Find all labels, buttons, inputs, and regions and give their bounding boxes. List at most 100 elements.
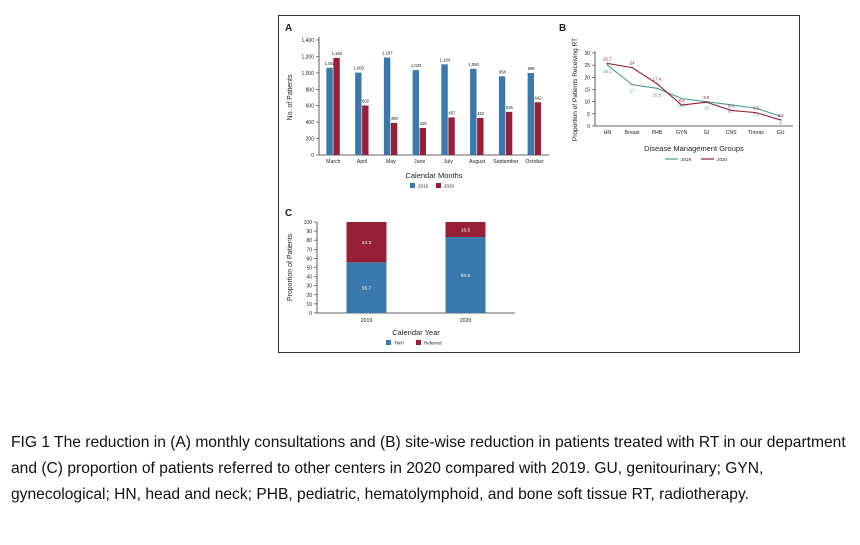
figure-caption: FIG 1 The reduction in (A) monthly consu… <box>11 434 846 503</box>
b-point-2019 <box>656 87 658 90</box>
c-x-axis-title: Calendar Year <box>392 328 440 337</box>
b-point-2019 <box>631 83 633 86</box>
a-bar-2019 <box>355 72 362 155</box>
a-bar-2020 <box>534 102 542 155</box>
b-x-tick-label: HN <box>604 130 612 136</box>
b-x-tick-label: CNS <box>726 130 737 136</box>
b-x-tick-label: Breast <box>625 130 641 136</box>
b-series-line-2020 <box>607 62 781 121</box>
a-y-tick-label: 1,400 <box>301 38 314 44</box>
c-x-tick-label: 2020 <box>460 318 472 324</box>
b-series-line-2019 <box>607 64 781 117</box>
a-data-label: 1,182 <box>332 51 343 56</box>
a-y-tick-label: 800 <box>306 87 315 93</box>
b-point-2020 <box>705 101 708 103</box>
c-y-tick-label: 70 <box>306 247 312 253</box>
a-legend-swatch <box>436 183 441 188</box>
b-data-label: 17.4 <box>653 77 662 82</box>
a-bar-2019 <box>441 64 448 155</box>
a-bar-2020 <box>477 117 484 155</box>
a-data-label: 1,104 <box>440 57 451 62</box>
a-bar-2020 <box>419 127 427 155</box>
a-data-label: 602 <box>362 99 370 104</box>
b-point-2020 <box>680 104 683 106</box>
a-data-label: 452 <box>477 111 485 116</box>
panel-label-a: A <box>285 23 292 34</box>
b-y-tick-label: 5 <box>587 112 590 118</box>
a-bar-2020 <box>505 111 513 155</box>
c-y-tick-label: 100 <box>304 220 313 226</box>
b-point-2019 <box>779 115 782 118</box>
b-point-2020 <box>656 82 658 85</box>
c-legend-swatch <box>416 340 421 345</box>
a-bar-2019 <box>412 70 420 155</box>
a-bar-2019 <box>326 67 333 155</box>
c-y-tick-label: 20 <box>306 293 312 299</box>
a-bar-2019 <box>383 57 391 155</box>
b-data-label: 9.8 <box>703 95 710 100</box>
a-data-label: 1,187 <box>382 50 393 55</box>
b-y-tick-label: 25 <box>584 63 590 69</box>
b-x-tick-label: PHB <box>652 130 663 136</box>
a-data-label: 329 <box>420 121 428 126</box>
c-y-tick-label: 90 <box>306 229 312 235</box>
b-point-2019 <box>606 64 609 66</box>
a-y-tick-label: 400 <box>306 120 315 126</box>
figure-panel: A 0 200 400 600 800 1,000 1,200 1,400 1,062 1,182 M… <box>278 15 800 353</box>
b-point-2020 <box>606 62 609 65</box>
b-x-axis-title: Disease Management Groups <box>644 144 744 153</box>
a-y-tick-label: 200 <box>306 137 315 143</box>
c-y-tick-label: 30 <box>306 284 312 290</box>
c-bar-TMH <box>445 237 486 313</box>
b-data-label: 10 <box>704 106 709 111</box>
a-data-label: 1,003 <box>353 66 364 71</box>
a-y-tick-label: 1,000 <box>301 71 314 77</box>
c-y-tick-label: 80 <box>306 238 312 244</box>
a-x-tick-label: April <box>357 159 367 165</box>
a-y-axis-title: No. of Patients <box>287 74 294 120</box>
c-bar-TMH <box>346 262 387 313</box>
a-x-axis-title: Calendar Months <box>405 171 462 180</box>
a-x-tick-label: August <box>469 159 486 165</box>
c-data-label: 16.5 <box>461 228 471 234</box>
b-x-tick-label: GI <box>704 130 709 136</box>
a-x-tick-label: July <box>444 159 454 165</box>
c-bar-Referred <box>346 222 387 263</box>
b-point-2020 <box>779 119 782 121</box>
c-y-tick-label: 10 <box>306 302 312 308</box>
b-legend-label: 2020 <box>717 157 728 162</box>
c-y-tick-label: 50 <box>306 266 312 272</box>
b-y-tick-label: 0 <box>587 124 590 130</box>
a-data-label: 525 <box>506 105 514 110</box>
b-x-tick-label: GYN <box>676 130 687 136</box>
c-data-label: 44.3 <box>362 240 372 246</box>
b-point-2019 <box>680 97 683 100</box>
a-data-label: 958 <box>499 69 507 74</box>
a-data-label: 998 <box>528 66 536 71</box>
b-y-tick-label: 15 <box>584 88 590 94</box>
a-x-tick-label: October <box>525 159 544 165</box>
b-x-tick-label: GU <box>777 130 785 136</box>
b-data-label: 8.6 <box>679 98 686 103</box>
b-data-label: 17 <box>630 89 635 94</box>
a-bar-2020 <box>362 105 369 155</box>
a-y-tick-label: 1,200 <box>301 54 314 60</box>
a-bar-2019 <box>470 68 477 155</box>
c-bar-Referred <box>445 222 486 238</box>
c-data-label: 83.5 <box>461 273 471 279</box>
a-x-tick-label: June <box>414 159 425 165</box>
b-data-label: 25.7 <box>603 56 612 61</box>
b-point-2020 <box>755 111 757 114</box>
b-point-2019 <box>730 104 732 106</box>
b-point-2019 <box>755 107 757 110</box>
a-data-label: 1,062 <box>325 61 336 66</box>
b-data-label: 15.5 <box>653 92 662 97</box>
c-y-tick-label: 0 <box>309 311 312 317</box>
a-bar-2019 <box>498 76 506 155</box>
a-data-label: 457 <box>448 110 456 115</box>
a-y-tick-label: 600 <box>306 104 315 110</box>
a-data-label: 1,033 <box>411 63 422 68</box>
b-x-tick-label: Thorax <box>748 130 765 136</box>
a-bar-2020 <box>390 122 398 155</box>
c-legend-label: TMH <box>394 341 404 346</box>
